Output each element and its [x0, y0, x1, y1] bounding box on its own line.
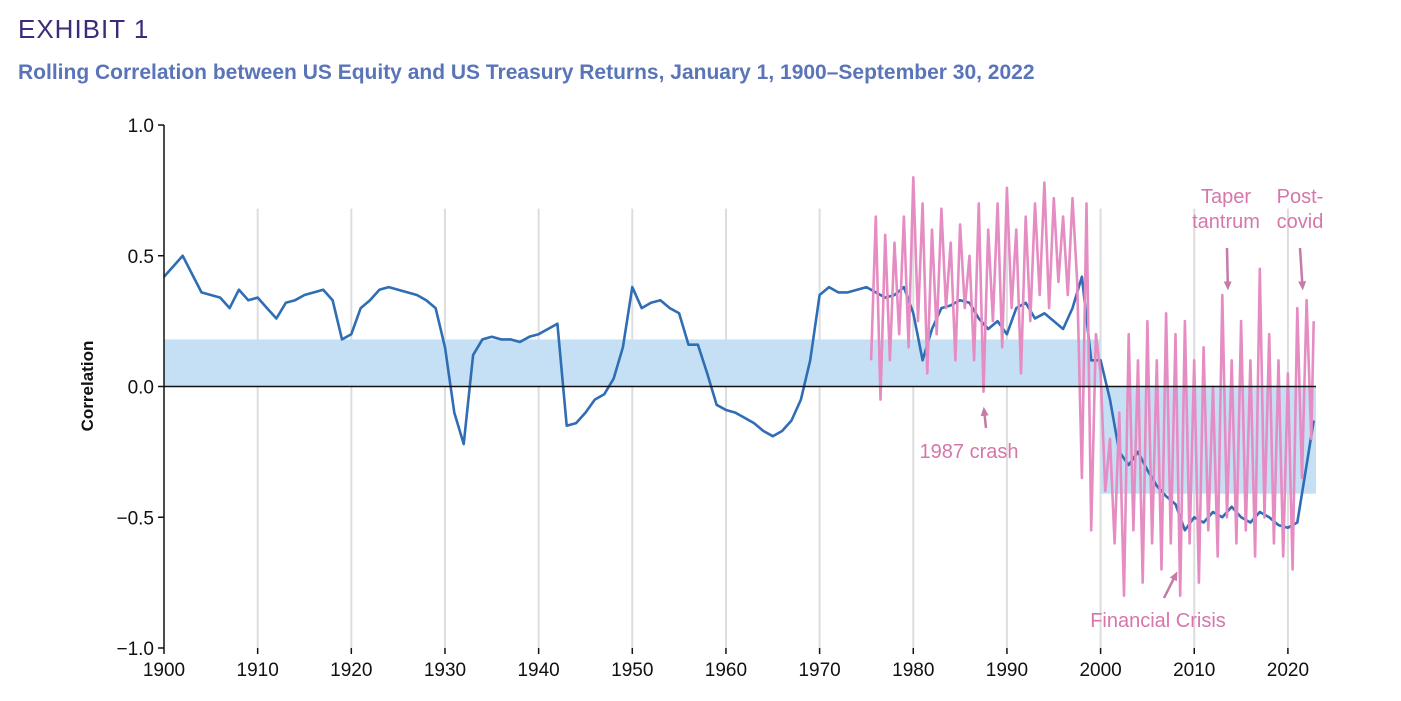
- x-tick-label: 1960: [705, 660, 747, 681]
- x-tick-label: 1990: [986, 660, 1028, 681]
- y-tick-label: 0.5: [128, 247, 154, 268]
- x-tick-label: 1920: [330, 660, 372, 681]
- x-tick-label: 1940: [517, 660, 559, 681]
- annotation-label: 1987 crash: [920, 441, 1019, 463]
- series-lines: [163, 176, 1315, 597]
- x-tick-label: 1980: [892, 660, 934, 681]
- annotation-label: Financial Crisis: [1090, 610, 1226, 632]
- gridlines: [256, 208, 1289, 648]
- annotation-label: Taper tantrum: [1192, 186, 1260, 233]
- average-band-1: [164, 339, 1101, 387]
- y-axis-label: Correlation: [78, 341, 97, 432]
- annotation-arrow: [980, 406, 989, 429]
- chart-subtitle: Rolling Correlation between US Equity an…: [18, 61, 1035, 84]
- annotation-label: Post-covid: [1277, 186, 1324, 233]
- annotation-arrow: [1298, 247, 1307, 291]
- y-tick-label: −0.5: [116, 508, 154, 529]
- y-tick-label: 1.0: [128, 116, 154, 137]
- annotation-arrow: [1162, 571, 1178, 599]
- x-tick-label: 1910: [237, 660, 279, 681]
- x-tick-label: 2010: [1173, 660, 1215, 681]
- series-line-1: [163, 254, 1315, 532]
- x-tick-label: 2020: [1267, 660, 1309, 681]
- x-tick-label: 2000: [1079, 660, 1121, 681]
- x-tick-label: 1930: [424, 660, 466, 681]
- x-tick-label: 1900: [143, 660, 185, 681]
- y-tick-label: 0.0: [128, 378, 154, 399]
- exhibit-label: EXHIBIT 1: [18, 14, 150, 44]
- series-line-2: [869, 176, 1315, 597]
- y-tick-label: −1.0: [116, 639, 154, 660]
- x-tick-label: 1950: [611, 660, 653, 681]
- x-tick-label: 1970: [798, 660, 840, 681]
- annotation-arrow: [1223, 247, 1232, 291]
- annotations: 1987 crash Financial Crisis Taper tantrum Po…: [920, 186, 1324, 632]
